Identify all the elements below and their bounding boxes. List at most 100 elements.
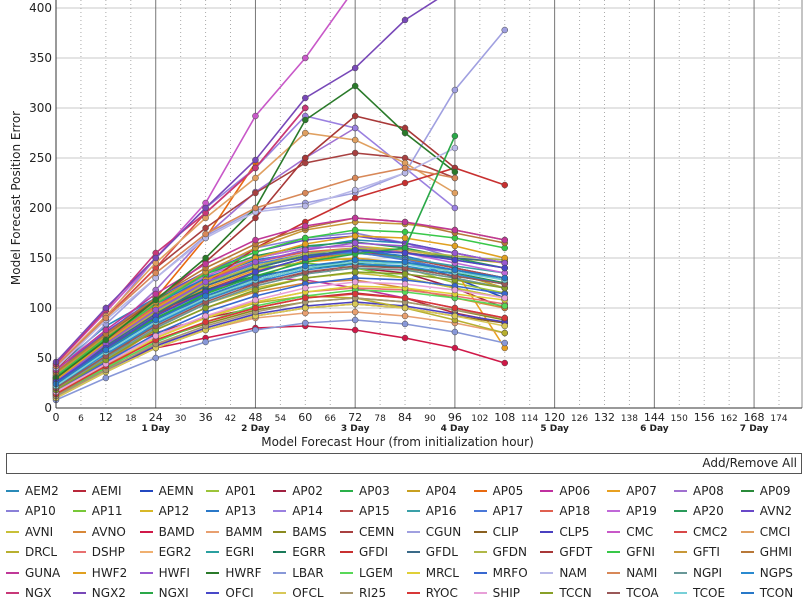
legend-item-cemn[interactable]: CEMN bbox=[340, 521, 394, 542]
legend-item-tcoa[interactable]: TCOA bbox=[607, 583, 659, 604]
legend-label: NGX2 bbox=[91, 586, 126, 600]
data-point bbox=[302, 254, 309, 262]
legend-item-ghmi[interactable]: GHMI bbox=[740, 542, 792, 563]
legend-item-guna[interactable]: GUNA bbox=[6, 562, 60, 583]
legend-item-ap19[interactable]: AP19 bbox=[607, 501, 657, 522]
legend-item-ap01[interactable]: AP01 bbox=[206, 480, 256, 501]
legend-item-nami[interactable]: NAMI bbox=[607, 562, 657, 583]
legend-item-ofci[interactable]: OFCI bbox=[206, 583, 254, 604]
legend-item-gfdl[interactable]: GFDL bbox=[406, 542, 458, 563]
legend-item-nam[interactable]: NAM bbox=[540, 562, 587, 583]
series-line bbox=[55, 301, 505, 397]
legend-item-avn2[interactable]: AVN2 bbox=[740, 501, 792, 522]
legend-item-ngps[interactable]: NGPS bbox=[740, 562, 793, 583]
legend-item-aemi[interactable]: AEMI bbox=[72, 480, 121, 501]
legend-item-gfdi[interactable]: GFDI bbox=[340, 542, 388, 563]
legend-item-gfdt[interactable]: GFDT bbox=[540, 542, 592, 563]
legend-swatch bbox=[273, 592, 287, 594]
add-remove-all-button[interactable]: Add/Remove All bbox=[702, 456, 797, 470]
legend-item-egrr[interactable]: EGRR bbox=[273, 542, 326, 563]
legend-item-bams[interactable]: BAMS bbox=[273, 521, 327, 542]
legend-item-tccn[interactable]: TCCN bbox=[540, 583, 592, 604]
legend-item-ap07[interactable]: AP07 bbox=[607, 480, 657, 501]
legend-item-ap16[interactable]: AP16 bbox=[406, 501, 457, 522]
legend-item-tcoe[interactable]: TCOE bbox=[674, 583, 725, 604]
legend-item-bamd[interactable]: BAMD bbox=[139, 521, 195, 542]
legend-item-ap10[interactable]: AP10 bbox=[6, 501, 56, 522]
data-point bbox=[302, 294, 309, 302]
legend-item-ap13[interactable]: AP13 bbox=[206, 501, 256, 522]
legend-item-egri[interactable]: EGRI bbox=[206, 542, 254, 563]
legend-item-ngpi[interactable]: NGPI bbox=[674, 562, 722, 583]
y-tick-label: 350 bbox=[29, 51, 52, 65]
legend-item-avni[interactable]: AVNI bbox=[6, 521, 53, 542]
legend-item-ngxi[interactable]: NGXI bbox=[139, 583, 189, 604]
legend-item-ap06[interactable]: AP06 bbox=[540, 480, 590, 501]
legend-item-ngx2[interactable]: NGX2 bbox=[72, 583, 126, 604]
legend-swatch bbox=[206, 489, 220, 492]
legend-swatch bbox=[473, 571, 487, 574]
legend-item-ap11[interactable]: AP11 bbox=[72, 501, 123, 522]
legend-item-cgun[interactable]: CGUN bbox=[406, 521, 461, 542]
legend-item-cmc2[interactable]: CMC2 bbox=[674, 521, 728, 542]
legend-item-hwf2[interactable]: HWF2 bbox=[72, 562, 127, 583]
legend-item-mrfo[interactable]: MRFO bbox=[473, 562, 528, 583]
legend-item-ri25[interactable]: RI25 bbox=[340, 583, 386, 604]
legend-item-avno[interactable]: AVNO bbox=[72, 521, 126, 542]
legend-item-ap08[interactable]: AP08 bbox=[674, 480, 724, 501]
legend-item-bamm[interactable]: BAMM bbox=[206, 521, 263, 542]
legend-item-hwrf[interactable]: HWRF bbox=[206, 562, 262, 583]
legend-item-aem2[interactable]: AEM2 bbox=[6, 480, 59, 501]
legend-item-drcl[interactable]: DRCL bbox=[6, 542, 57, 563]
legend-item-egr2[interactable]: EGR2 bbox=[139, 542, 191, 563]
legend-swatch bbox=[674, 592, 687, 594]
legend-item-clip[interactable]: CLIP bbox=[473, 521, 518, 542]
legend-item-ap02[interactable]: AP02 bbox=[273, 480, 323, 501]
legend-item-ap05[interactable]: AP05 bbox=[473, 480, 523, 501]
data-point bbox=[401, 334, 409, 342]
legend-item-ap09[interactable]: AP09 bbox=[740, 480, 791, 501]
legend-label: AP07 bbox=[626, 483, 657, 498]
legend-item-cmc[interactable]: CMC bbox=[607, 521, 653, 542]
legend-label: NGPS bbox=[759, 565, 793, 580]
legend-item-ofcl[interactable]: OFCL bbox=[273, 583, 324, 604]
add-remove-bar: Add/Remove All bbox=[6, 453, 802, 474]
legend-item-gfti[interactable]: GFTI bbox=[674, 542, 720, 563]
legend-item-gfdn[interactable]: GFDN bbox=[473, 542, 527, 563]
legend-item-aemn[interactable]: AEMN bbox=[139, 480, 194, 501]
legend-swatch bbox=[406, 551, 420, 553]
x-tick-label: 150 bbox=[671, 414, 688, 424]
legend-item-ryoc[interactable]: RYOC bbox=[406, 583, 458, 604]
y-tick-label: 400 bbox=[29, 1, 52, 15]
series-line bbox=[55, 293, 505, 395]
data-point bbox=[152, 306, 159, 314]
legend-item-ap04[interactable]: AP04 bbox=[406, 480, 457, 501]
legend-item-lgem[interactable]: LGEM bbox=[340, 562, 393, 583]
legend-item-ngx[interactable]: NGX bbox=[6, 583, 52, 604]
data-point bbox=[401, 228, 409, 236]
legend-item-ap18[interactable]: AP18 bbox=[540, 501, 590, 522]
legend-item-hwfi[interactable]: HWFI bbox=[139, 562, 190, 583]
legend-item-lbar[interactable]: LBAR bbox=[273, 562, 324, 583]
legend-item-ap14[interactable]: AP14 bbox=[273, 501, 323, 522]
legend-item-ap20[interactable]: AP20 bbox=[674, 501, 724, 522]
legend-label: CLP5 bbox=[559, 524, 590, 539]
legend-item-ship[interactable]: SHIP bbox=[473, 583, 520, 604]
legend-item-ap17[interactable]: AP17 bbox=[473, 501, 523, 522]
legend-item-gfni[interactable]: GFNI bbox=[607, 542, 655, 563]
legend-swatch bbox=[139, 510, 153, 512]
legend-item-cmci[interactable]: CMCI bbox=[740, 521, 790, 542]
legend-item-tcon[interactable]: TCON bbox=[740, 583, 793, 604]
x-axis-label: Model Forecast Hour (from initialization… bbox=[261, 435, 534, 449]
legend-label: AP09 bbox=[759, 483, 791, 498]
legend-item-clp5[interactable]: CLP5 bbox=[540, 521, 589, 542]
legend-item-ap12[interactable]: AP12 bbox=[139, 501, 189, 522]
legend-item-ap03[interactable]: AP03 bbox=[340, 480, 390, 501]
series-line bbox=[55, 267, 505, 389]
legend-label: NGXI bbox=[158, 586, 189, 600]
data-point bbox=[302, 262, 309, 270]
legend-label: CMC2 bbox=[693, 524, 728, 539]
legend-item-ap15[interactable]: AP15 bbox=[340, 501, 390, 522]
legend-item-dshp[interactable]: DSHP bbox=[72, 542, 125, 563]
legend-item-mrcl[interactable]: MRCL bbox=[406, 562, 459, 583]
